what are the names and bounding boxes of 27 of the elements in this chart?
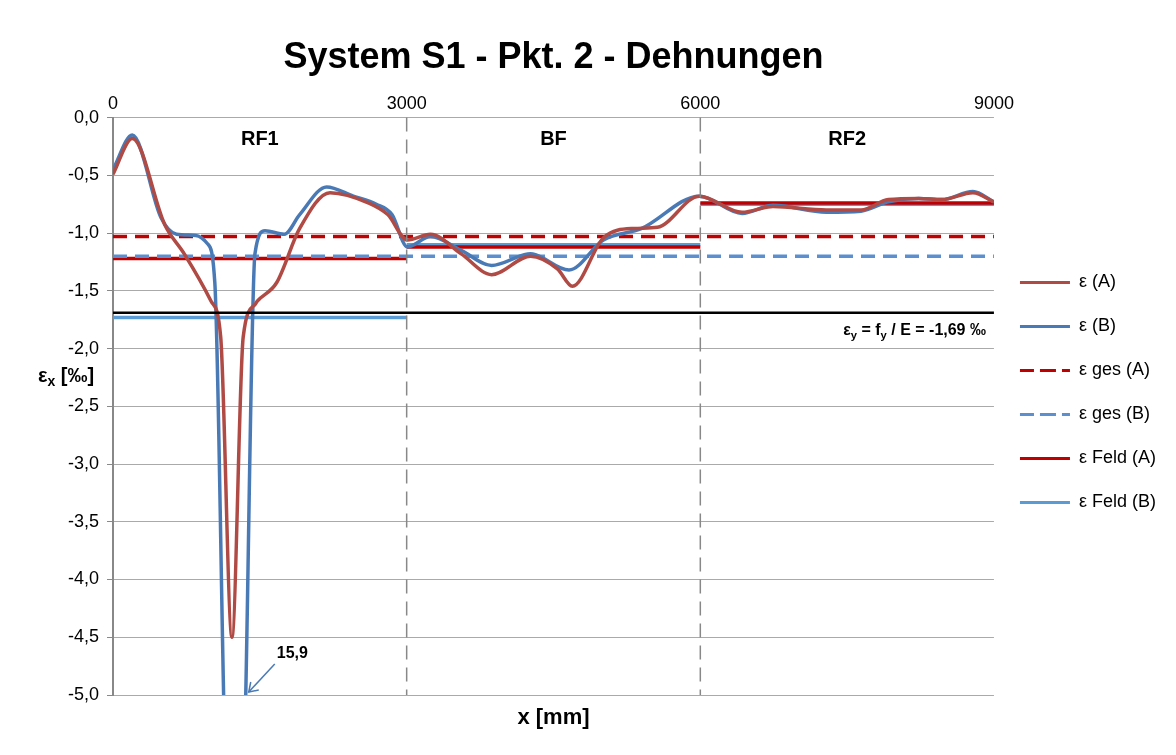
x-tick-label: 3000 xyxy=(386,92,427,113)
annotation: 15,9 xyxy=(276,644,308,662)
annotation: BF xyxy=(540,127,567,150)
y-tick-label: 0,0 xyxy=(73,106,100,127)
legend-label: ε ges (A) xyxy=(1078,359,1151,380)
y-tick-label: -3,0 xyxy=(67,453,100,474)
chart-title: System S1 - Pkt. 2 - Dehnungen xyxy=(283,34,824,76)
legend-label: ε Feld (A) xyxy=(1078,447,1157,468)
legend-label: ε Feld (B) xyxy=(1078,491,1157,512)
annotation: RF1 xyxy=(240,127,279,150)
x-tick-label: 6000 xyxy=(680,92,721,113)
y-tick-label: -1,5 xyxy=(67,279,100,300)
y-tick-label: -3,5 xyxy=(67,510,100,531)
x-tick-label: 9000 xyxy=(973,92,1014,113)
y-tick-label: -4,0 xyxy=(67,568,100,589)
annotation: RF2 xyxy=(828,127,867,150)
legend-label: ε ges (B) xyxy=(1078,403,1151,424)
y-tick-label: -0,5 xyxy=(67,164,100,185)
legend-label: ε (A) xyxy=(1078,271,1116,292)
y-tick-label: -4,5 xyxy=(67,626,100,647)
legend-label: ε (B) xyxy=(1078,315,1116,336)
y-tick-label: -1,0 xyxy=(67,222,100,243)
y-tick-label: -2,5 xyxy=(67,395,100,416)
y-tick-label: -5,0 xyxy=(67,683,100,704)
x-tick-label: 0 xyxy=(108,92,119,113)
x-axis-title: x [mm] xyxy=(517,704,590,730)
y-tick-label: -2,0 xyxy=(67,337,100,358)
